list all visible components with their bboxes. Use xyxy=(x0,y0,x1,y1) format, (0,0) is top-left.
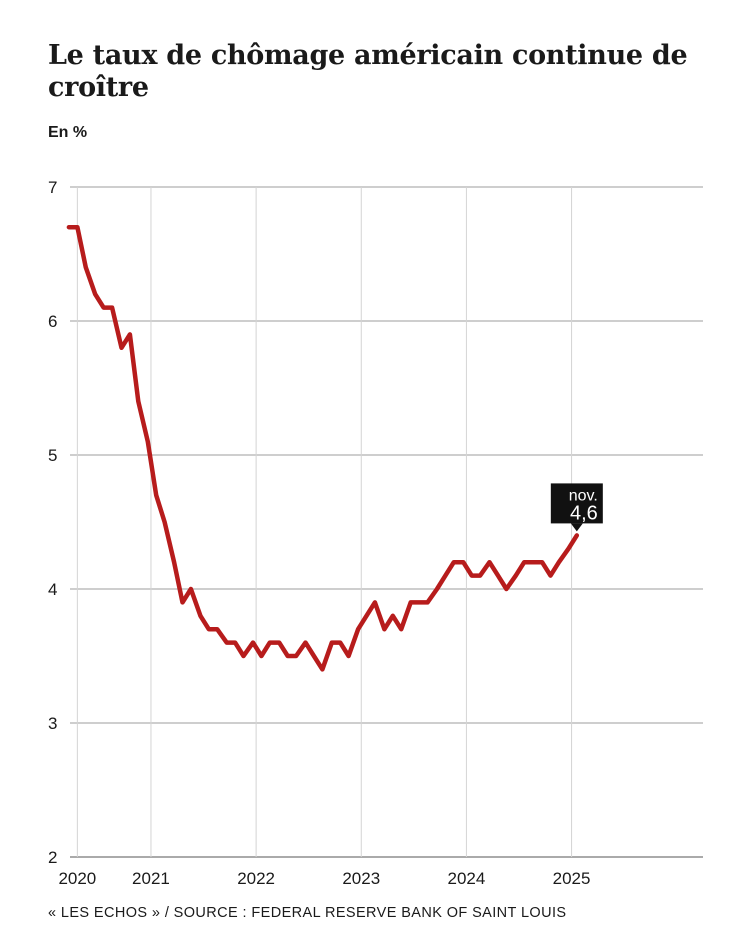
y-tick-label: 2 xyxy=(48,848,57,867)
unit-label: En % xyxy=(48,124,88,141)
y-tick-label: 6 xyxy=(48,312,57,331)
x-tick-label: 2023 xyxy=(342,869,380,888)
source-note: « LES ECHOS » / SOURCE : FEDERAL RESERVE… xyxy=(48,905,567,921)
series-layer xyxy=(66,224,580,672)
y-tick-label: 3 xyxy=(48,714,57,733)
callout-pointer xyxy=(570,523,583,532)
y-tick-label: 5 xyxy=(48,446,57,465)
callout-month: nov. xyxy=(569,487,598,504)
y-axis-ticks: 7 6 5 4 3 2 xyxy=(48,178,57,867)
latest-value-callout: nov.4,6 xyxy=(550,483,603,532)
chart-title: Le taux de chômage américain continue de… xyxy=(48,40,688,103)
x-tick-label: 2021 xyxy=(132,869,170,888)
y-tick-label: 7 xyxy=(48,178,57,197)
x-tick-label: 2022 xyxy=(237,869,275,888)
line-chart: 7 6 5 4 3 2 2020 2021 2022 2023 2024 2025 nov.4,6 xyxy=(48,178,703,888)
callout-box xyxy=(550,483,603,524)
x-axis-ticks: 2020 2021 2022 2023 2024 2025 xyxy=(58,869,590,888)
series-line-0 xyxy=(66,224,580,672)
callout-value: 4,6 xyxy=(570,502,598,524)
x-tick-label: 2024 xyxy=(447,869,485,888)
gridlines xyxy=(70,186,703,858)
y-tick-label: 4 xyxy=(48,580,57,599)
x-tick-label: 2025 xyxy=(553,869,591,888)
x-tick-label: 2020 xyxy=(58,869,96,888)
